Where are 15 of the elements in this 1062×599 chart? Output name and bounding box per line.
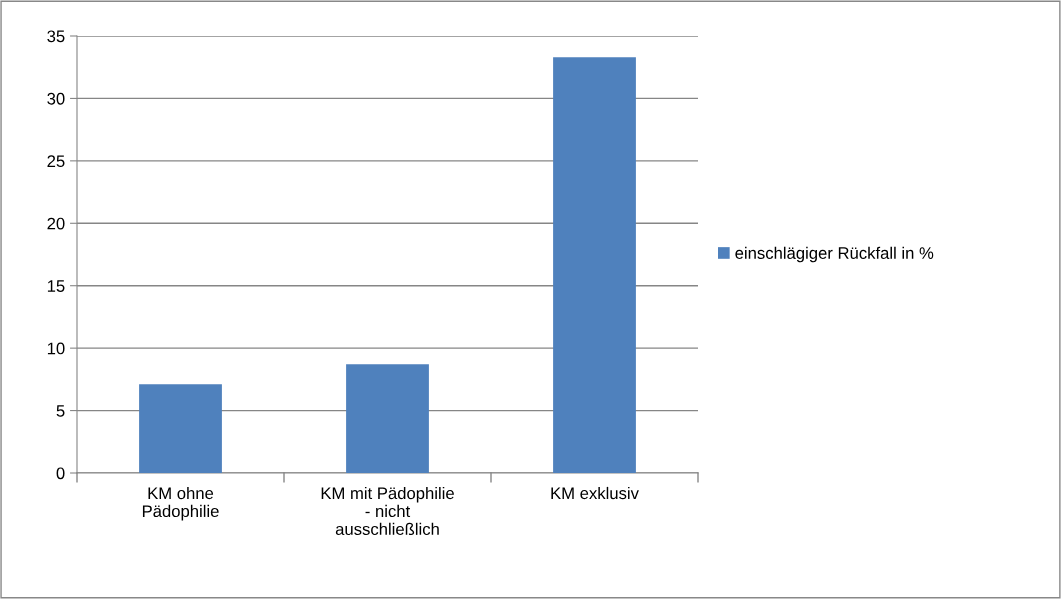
y-tick-label: 15 bbox=[47, 280, 65, 292]
y-tick-label: 10 bbox=[47, 342, 65, 355]
y-tick-label: 20 bbox=[47, 217, 65, 230]
y-tick-label: 5 bbox=[56, 405, 65, 417]
y-tick-label: 30 bbox=[47, 92, 65, 105]
y-tick-label: 35 bbox=[47, 30, 65, 43]
x-tick-label: KM exklusiv bbox=[551, 486, 639, 500]
bar bbox=[139, 384, 222, 473]
bar bbox=[553, 57, 636, 473]
x-tick-label: KM mit Pädophilie - nicht ausschließlich bbox=[321, 486, 454, 536]
bar bbox=[346, 364, 429, 473]
legend-label: einschlägiger Rückfall in % bbox=[735, 246, 934, 263]
y-tick-label: 25 bbox=[47, 155, 65, 168]
y-tick-label: 0 bbox=[56, 467, 65, 480]
x-tick-label: KM ohne Pädophilie bbox=[142, 486, 219, 521]
